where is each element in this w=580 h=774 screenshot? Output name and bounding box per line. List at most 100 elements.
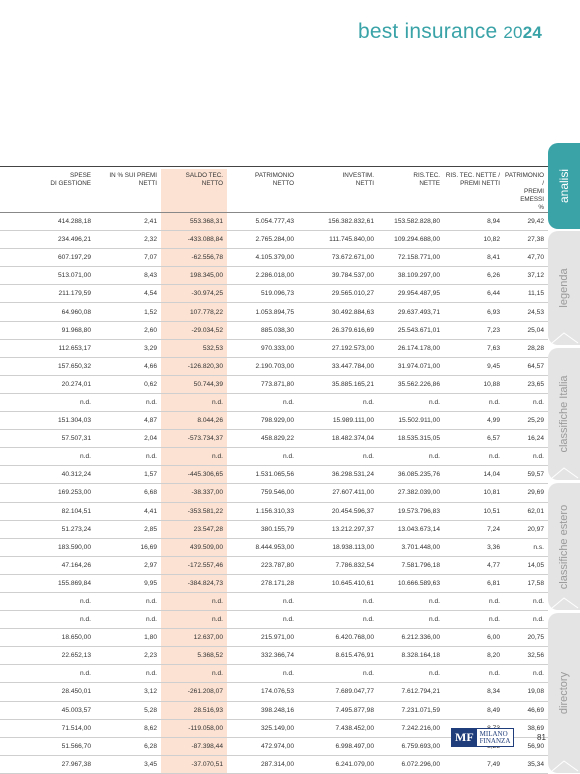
tab-chevron-icon [551, 332, 579, 344]
table-cell: 8,20 [444, 646, 504, 666]
table-cell: 91.968,80 [0, 321, 95, 340]
tab-legenda[interactable]: legenda [548, 231, 580, 345]
table-cell: -172.557,46 [161, 556, 227, 575]
column-header: PATRIMONIO / PREMI EMESSI% [504, 169, 548, 213]
table-cell: 8,41 [444, 248, 504, 268]
tab-classifiche-estero[interactable]: classifiche estero [548, 483, 580, 610]
table-cell: 3,45 [95, 755, 161, 774]
table-cell: 3.701.448,00 [378, 538, 444, 557]
table-cell: 5.054.777,43 [227, 212, 298, 232]
table-cell: n.d. [298, 393, 378, 413]
table-cell: n.d. [161, 592, 227, 612]
table-cell: 174.076,53 [227, 682, 298, 702]
table-row: 64.960,08 1,52 107.778,22 1.053.894,75 30.49… [0, 302, 548, 322]
table-cell: 1.053.894,75 [227, 302, 298, 322]
table-row: 40.312,24 1,57 -445.306,65 1.531.065,56 36.2… [0, 465, 548, 485]
table-cell: 28.516,93 [161, 701, 227, 720]
table-row: 71.514,00 8,62 -119.058,00 325.149,00 7.438.… [0, 719, 548, 738]
column-header-line: IN % SUI PREMI [109, 172, 157, 179]
table-cell: 332.366,74 [227, 646, 298, 666]
table-cell: n.d. [298, 610, 378, 630]
tab-analisi[interactable]: analisi [548, 143, 580, 229]
table-cell: 8,43 [95, 266, 161, 286]
table-cell: 26.379.616,69 [298, 321, 378, 340]
logo-line1: MILANO [479, 729, 508, 738]
table-cell: -126.820,30 [161, 357, 227, 376]
table-cell: n.d. [0, 664, 95, 684]
table-cell: 2.286.018,00 [227, 266, 298, 286]
table-cell: 107.778,22 [161, 302, 227, 322]
column-header: SALDO TEC. NETTO [161, 169, 227, 213]
table-cell: 7,23 [444, 321, 504, 340]
table-cell: 7,24 [444, 520, 504, 539]
table-cell: 19.573.796,83 [378, 502, 444, 521]
table-cell: 5.368,52 [161, 646, 227, 666]
table-cell: 29.954.487,95 [378, 284, 444, 304]
table-row: n.d. n.d. n.d. n.d. n.d. n.d. n.d. n.d. [0, 664, 548, 684]
table-cell: 62,01 [504, 502, 548, 521]
table-cell: 472.974,00 [227, 737, 298, 756]
column-header-line: PATRIMONIO [255, 172, 294, 179]
table-cell: n.d. [378, 447, 444, 467]
table-top-rule [0, 166, 548, 167]
table-cell: 2,04 [95, 429, 161, 449]
table-row: 234.496,21 2,32 -433.088,84 2.765.284,00 111… [0, 230, 548, 250]
table-cell: 59,57 [504, 465, 548, 485]
table-cell: 4,99 [444, 411, 504, 431]
column-header-line: DI GESTIONE [50, 180, 91, 187]
table-cell: 27,38 [504, 230, 548, 250]
table-cell: 20,97 [504, 520, 548, 539]
tab-classifiche-italia[interactable]: classifiche Italia [548, 348, 580, 480]
table-cell: 45.003,57 [0, 701, 95, 720]
table-cell: n.d. [0, 610, 95, 630]
logo-line2: FINANZA [479, 736, 511, 745]
table-cell: 10,51 [444, 502, 504, 521]
table-cell: 6.241.079,00 [298, 755, 378, 774]
table-cell: 71.514,00 [0, 719, 95, 738]
table-cell: 7.786.832,54 [298, 556, 378, 575]
table-cell: 57.507,31 [0, 429, 95, 449]
table-cell: 7,49 [444, 755, 504, 774]
data-table: SPESE DI GESTIONE IN % SUI PREMI NETTI SALDO… [0, 169, 548, 774]
table-cell: 2,32 [95, 230, 161, 250]
table-cell: 51.566,70 [0, 737, 95, 756]
table-cell: 7.689.047,77 [298, 682, 378, 702]
table-body: 414.288,18 2,41 553.368,31 5.054.777,43 156.… [0, 212, 548, 774]
table-cell: 82.104,51 [0, 502, 95, 521]
table-cell: 9,95 [95, 574, 161, 593]
table-row: 211.179,59 4,54 -30.974,25 519.096,73 29.565… [0, 284, 548, 304]
table-cell: 155.869,84 [0, 574, 95, 593]
table-cell: 13.212.297,37 [298, 520, 378, 539]
table-cell: 47,70 [504, 248, 548, 268]
table-cell: 27.382.039,00 [378, 483, 444, 503]
table-cell: 15.989.111,00 [298, 411, 378, 431]
table-cell: 2,60 [95, 321, 161, 340]
table-cell: -37.070,51 [161, 755, 227, 774]
table-cell: -573.734,37 [161, 429, 227, 449]
table-cell: 4.105.379,00 [227, 248, 298, 268]
table-cell: 519.096,73 [227, 284, 298, 304]
table-row: 47.164,26 2,97 -172.557,46 223.787,80 7.786.… [0, 556, 548, 575]
table-cell: 532,53 [161, 339, 227, 358]
table-cell: n.d. [378, 592, 444, 612]
table-cell: n.d. [0, 393, 95, 413]
table-cell: 30.492.884,63 [298, 302, 378, 322]
table-cell: 970.333,00 [227, 339, 298, 358]
header-year: 2024 [503, 23, 542, 42]
table-cell: n.d. [504, 447, 548, 467]
table-cell: 35.562.226,86 [378, 375, 444, 394]
table-cell: 6.072.296,00 [378, 755, 444, 774]
table-row: 27.967,38 3,45 -37.070,51 287.314,00 6.241.0… [0, 755, 548, 774]
tab-directory[interactable]: directory [548, 613, 580, 773]
column-header-line: INVESTIM. [342, 172, 375, 179]
page-number: 81 [537, 733, 546, 742]
table-cell: 223.787,80 [227, 556, 298, 575]
table-cell: 14,04 [444, 465, 504, 485]
table-cell: 4,66 [95, 357, 161, 376]
table-cell: 8.328.164,18 [378, 646, 444, 666]
table-cell: n.d. [227, 592, 298, 612]
table-row: n.d. n.d. n.d. n.d. n.d. n.d. n.d. n.d. [0, 592, 548, 612]
table-row: 157.650,32 4,66 -126.820,30 2.190.703,00 33.… [0, 357, 548, 376]
table-cell: 7.231.071,59 [378, 701, 444, 720]
table-row: 57.507,31 2,04 -573.734,37 458.829,22 18.482… [0, 429, 548, 449]
